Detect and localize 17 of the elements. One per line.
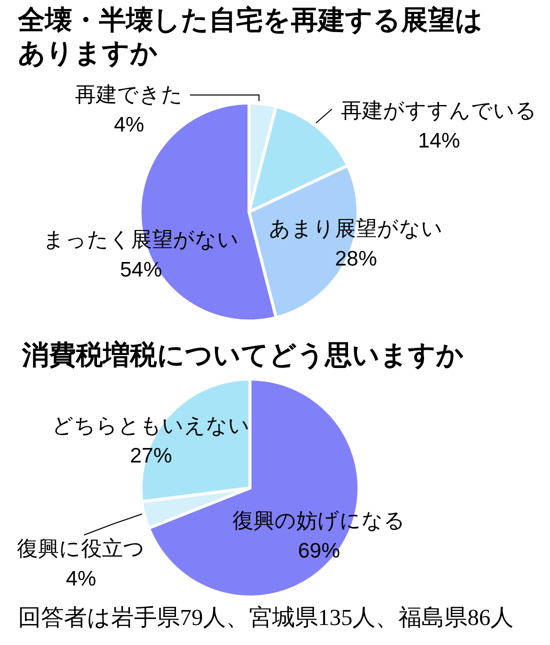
chart-title: 消費税増税についてどう思いますか	[22, 339, 465, 372]
chart-title: 全壊・半壊した自宅を再建する展望はありますか	[18, 4, 484, 70]
slice-label: 再建できた	[75, 84, 183, 106]
data-label: 4%	[114, 114, 144, 136]
data-label: 69%	[298, 540, 340, 562]
text: 回答者は岩手県79人、宮城県135人、福島県86人	[18, 604, 514, 632]
data-label: 28%	[334, 248, 378, 270]
slice-label: 復興に役立つ	[17, 538, 145, 560]
slice-label: どちらともいえない	[52, 414, 250, 438]
slice-label: あまり展望がない	[269, 218, 443, 240]
data-label: 54%	[120, 258, 162, 282]
slice-label: 再建がすすんでいる	[341, 100, 537, 122]
data-label: 27%	[130, 444, 172, 468]
slice-label: まったく展望がない	[43, 228, 239, 252]
data-label: 14%	[418, 130, 460, 152]
data-label: 4%	[66, 568, 96, 590]
slice-label: 復興の妨げになる	[232, 510, 406, 532]
